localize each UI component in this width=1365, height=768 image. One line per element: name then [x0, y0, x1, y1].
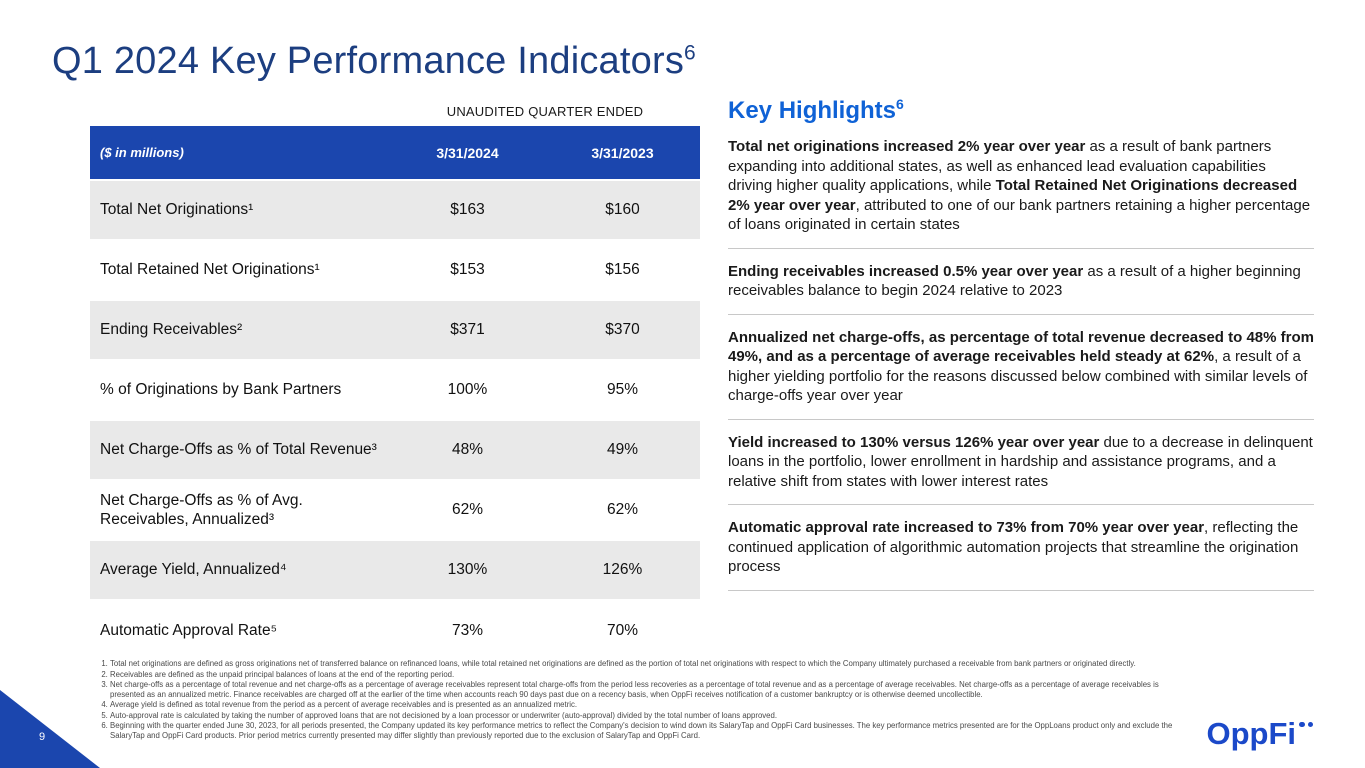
table-row: Total Net Originations¹ $163 $160: [90, 180, 700, 240]
table-row: Automatic Approval Rate⁵ 73% 70%: [90, 600, 700, 660]
metric-value-2023: 70%: [606, 621, 639, 639]
page-title: Q1 2024 Key Performance Indicators6: [52, 40, 696, 83]
key-highlights-section: Key Highlights6 Total net originations i…: [728, 96, 1314, 604]
footnote: Beginning with the quarter ended June 30…: [110, 721, 1183, 740]
metric-value-2023: 62%: [606, 501, 639, 518]
metric-label: Total Net Originations¹: [100, 201, 254, 219]
divider: [728, 589, 1314, 591]
metric-label: Automatic Approval Rate⁵: [100, 621, 278, 639]
metric-value-2023: 126%: [602, 561, 643, 578]
table-row: Net Charge-Offs as % of Avg. Receivables…: [90, 480, 700, 540]
metric-value-2024: 130%: [447, 561, 488, 578]
metric-value-2024: 48%: [451, 441, 484, 458]
divider: [728, 313, 1314, 315]
key-highlights-heading: Key Highlights6: [728, 96, 1314, 125]
oppfi-logo: OppFi: [1206, 716, 1313, 752]
highlight-item: Automatic approval rate increased to 73%…: [728, 519, 1299, 575]
footnotes-list: Total net originations are defined as gr…: [95, 659, 1183, 741]
metric-label: Average Yield, Annualized⁴: [100, 561, 287, 579]
metric-value-2023: $156: [605, 261, 640, 278]
column-header-metric: ($ in millions): [90, 126, 390, 180]
table-row: Ending Receivables² $371 $370: [90, 300, 700, 360]
column-header-2023: 3/31/2023: [545, 126, 700, 180]
divider: [728, 418, 1314, 420]
kpi-table: ($ in millions) 3/31/2024 3/31/2023 Tota…: [90, 126, 700, 660]
footnote: Auto-approval rate is calculated by taki…: [110, 711, 1183, 721]
page-number: 9: [39, 731, 46, 743]
metric-value-2024: 62%: [451, 501, 484, 518]
divider: [728, 247, 1314, 249]
metric-value-2023: $160: [605, 201, 640, 218]
oppfi-logo-dots: [1299, 721, 1313, 727]
highlight-item: Ending receivables increased 0.5% year o…: [728, 262, 1301, 300]
page-title-superscript: 6: [684, 41, 696, 65]
metric-value-2023: 49%: [606, 441, 639, 458]
metric-value-2023: $370: [605, 321, 640, 338]
metric-label: Total Retained Net Originations¹: [100, 261, 320, 279]
oppfi-logo-text: OppFi: [1206, 716, 1296, 751]
table-header-row: ($ in millions) 3/31/2024 3/31/2023: [90, 126, 700, 180]
key-highlights-heading-text: Key Highlights: [728, 97, 897, 124]
metric-label: Ending Receivables²: [100, 321, 243, 339]
highlight-item: Annualized net charge-offs, as percentag…: [728, 328, 1314, 405]
column-header-2024: 3/31/2024: [390, 126, 545, 180]
divider: [728, 504, 1314, 505]
table-row: Net Charge-Offs as % of Total Revenue³ 4…: [90, 420, 700, 480]
table-row: % of Originations by Bank Partners 100% …: [90, 360, 700, 420]
table-row: Total Retained Net Originations¹ $153 $1…: [90, 240, 700, 300]
metric-value-2024: 73%: [451, 621, 484, 639]
metric-value-2024: 100%: [447, 381, 488, 398]
footnote: Total net originations are defined as gr…: [110, 659, 1183, 669]
corner-accent-shape: [0, 690, 100, 768]
highlight-item: Yield increased to 130% versus 126% year…: [728, 433, 1313, 490]
table-row: Average Yield, Annualized⁴ 130% 126%: [90, 540, 700, 600]
table-caption: UNAUDITED QUARTER ENDED: [446, 104, 644, 119]
metric-value-2024: $163: [450, 201, 485, 218]
metric-value-2024: $153: [450, 261, 485, 278]
footnote: Receivables are defined as the unpaid pr…: [110, 670, 1183, 680]
highlight-item: Total net originations increased 2% year…: [728, 138, 1311, 233]
footnote: Net charge-offs as a percentage of total…: [110, 680, 1183, 699]
metric-label: Net Charge-Offs as % of Avg. Receivables…: [100, 491, 303, 528]
metric-label: Net Charge-Offs as % of Total Revenue³: [100, 441, 377, 459]
kpi-table-section: UNAUDITED QUARTER ENDED ($ in millions) …: [90, 100, 700, 660]
key-highlights-superscript: 6: [896, 96, 904, 112]
metric-value-2023: 95%: [606, 381, 639, 398]
page-title-text: Q1 2024 Key Performance Indicators: [52, 40, 685, 82]
footnote: Average yield is defined as total revenu…: [110, 700, 1183, 710]
metric-label: % of Originations by Bank Partners: [100, 381, 342, 399]
metric-value-2024: $371: [450, 321, 485, 338]
